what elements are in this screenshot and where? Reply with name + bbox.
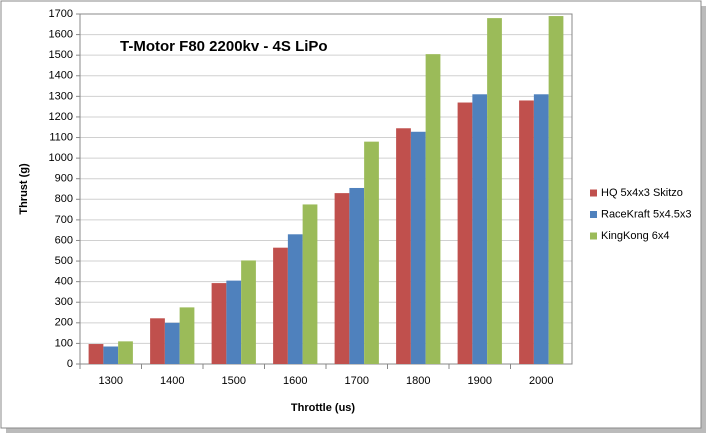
x-tick-label: 1400 — [160, 375, 184, 387]
bar — [88, 344, 104, 364]
bar — [287, 234, 303, 364]
bar — [241, 260, 256, 364]
bar — [472, 94, 488, 364]
bar — [334, 193, 350, 364]
y-tick-label: 1700 — [49, 8, 73, 20]
bar — [533, 94, 549, 364]
legend-label: KingKong 6x4 — [601, 230, 670, 242]
x-tick-label: 1600 — [283, 375, 307, 387]
y-tick-label: 1200 — [49, 111, 73, 123]
y-axis-label: Thrust (g) — [18, 163, 30, 215]
x-tick-label: 2000 — [529, 375, 553, 387]
x-tick-label: 1300 — [99, 375, 123, 387]
bar — [548, 16, 564, 364]
chart-title: T-Motor F80 2200kv - 4S LiPo — [120, 38, 328, 55]
bar — [226, 280, 242, 364]
x-tick-label: 1900 — [468, 375, 492, 387]
y-tick-label: 1100 — [49, 131, 73, 143]
legend-swatch — [590, 211, 597, 218]
y-tick-label: 1300 — [49, 90, 73, 102]
legend-label: HQ 5x4x3 Skitzo — [601, 187, 683, 199]
y-tick-label: 200 — [55, 317, 73, 329]
y-tick-label: 100 — [55, 337, 73, 349]
y-tick-label: 900 — [55, 173, 73, 185]
bar — [179, 307, 195, 364]
bar — [425, 54, 441, 364]
y-tick-label: 1500 — [49, 49, 73, 61]
bar — [519, 100, 534, 365]
y-tick-label: 300 — [55, 296, 73, 308]
y-tick-label: 700 — [55, 214, 73, 226]
bar — [410, 131, 426, 364]
y-tick-label: 1000 — [49, 152, 73, 164]
bar — [103, 346, 119, 364]
bar — [364, 141, 379, 364]
x-tick-label: 1500 — [222, 375, 246, 387]
bar — [396, 128, 411, 364]
bar — [349, 187, 365, 364]
bar — [457, 102, 473, 364]
legend-swatch — [590, 232, 597, 240]
bar — [487, 18, 502, 365]
bar — [150, 318, 165, 364]
y-tick-label: 800 — [55, 193, 73, 205]
legend-swatch — [590, 189, 597, 197]
bar — [118, 341, 133, 364]
y-tick-label: 500 — [55, 255, 73, 267]
bar — [273, 247, 288, 364]
x-tick-label: 1800 — [406, 375, 430, 387]
x-tick-label: 1700 — [345, 375, 369, 387]
y-tick-label: 600 — [55, 234, 73, 246]
y-tick-label: 1400 — [49, 70, 73, 82]
x-axis-label: Throttle (us) — [291, 402, 355, 414]
bar — [164, 322, 180, 364]
bar — [211, 283, 227, 364]
y-tick-label: 0 — [67, 358, 73, 370]
legend-label: RaceKraft 5x4.5x3 — [601, 208, 692, 220]
bar — [302, 204, 318, 364]
y-tick-label: 1600 — [49, 28, 73, 40]
y-tick-label: 400 — [55, 276, 73, 288]
